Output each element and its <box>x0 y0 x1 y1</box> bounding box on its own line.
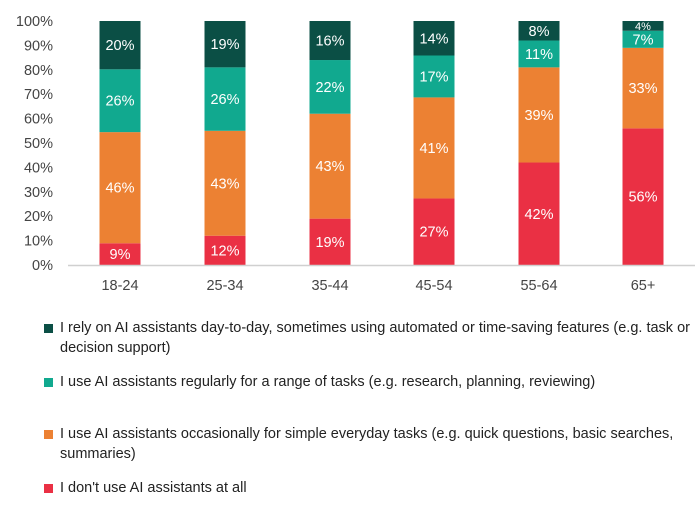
y-tick-label: 30% <box>24 185 53 201</box>
data-label: 7% <box>633 32 654 48</box>
bar-segment <box>309 21 351 61</box>
legend-label: I don't use AI assistants at all <box>60 480 247 496</box>
data-label: 19% <box>210 37 239 53</box>
bar-segment <box>413 198 455 265</box>
legend-swatch <box>44 324 53 333</box>
y-tick-label: 10% <box>24 234 53 250</box>
bar-segment <box>622 30 664 48</box>
y-tick-label: 80% <box>24 63 53 79</box>
bar-segment <box>622 128 664 265</box>
data-label: 14% <box>419 31 448 47</box>
x-tick-label: 65+ <box>631 278 656 294</box>
data-label: 43% <box>210 176 239 192</box>
data-label: 43% <box>315 159 344 175</box>
legend-swatch <box>44 378 53 387</box>
bar-segment <box>309 218 351 265</box>
data-label: 16% <box>315 34 344 50</box>
bar-segment <box>622 21 664 31</box>
legend-label: I use AI assistants regularly for a rang… <box>60 374 596 390</box>
y-tick-label: 50% <box>24 136 53 152</box>
data-label: 12% <box>210 243 239 259</box>
y-tick-label: 60% <box>24 112 53 128</box>
bar-segment <box>413 55 455 98</box>
legend-label: I rely on AI assistants day-to-day, some… <box>60 320 690 356</box>
legend-swatch <box>44 430 53 439</box>
data-label: 19% <box>315 235 344 251</box>
bar-segment <box>518 162 560 265</box>
data-label: 46% <box>105 181 134 197</box>
bar-segment <box>518 40 560 68</box>
data-label: 22% <box>315 80 344 96</box>
data-label: 27% <box>419 225 448 241</box>
legend-item-occasional: I use AI assistants occasionally for sim… <box>44 424 694 464</box>
data-label: 41% <box>419 141 448 157</box>
data-label: 33% <box>628 81 657 97</box>
legend-item-regular: I use AI assistants regularly for a rang… <box>44 372 694 392</box>
bar-segment <box>204 130 246 236</box>
bar-segment <box>309 60 351 114</box>
y-tick-label: 100% <box>16 14 53 30</box>
x-tick-label: 35-44 <box>311 278 348 294</box>
legend: I rely on AI assistants day-to-day, some… <box>44 318 694 498</box>
bar-segment <box>622 47 664 129</box>
data-label: 20% <box>105 38 134 54</box>
x-tick-label: 18-24 <box>101 278 138 294</box>
bar-segment <box>413 97 455 199</box>
bar-segment <box>204 21 246 68</box>
stacked-bar-chart: 0% 10% 20% 30% 40% 50% 60% 70% 80% 90% 100% 9% 46% 26… <box>16 14 695 294</box>
bar-segment <box>518 21 560 41</box>
bar-segment <box>99 69 141 133</box>
bar-segment <box>204 67 246 131</box>
y-tick-label: 20% <box>24 209 53 225</box>
bar-segment <box>99 132 141 244</box>
data-label: 39% <box>524 108 553 124</box>
y-tick-label: 40% <box>24 160 53 176</box>
legend-label: I use AI assistants occasionally for sim… <box>60 426 674 462</box>
legend-item-daily: I rely on AI assistants day-to-day, some… <box>44 318 694 358</box>
data-label: 26% <box>105 94 134 110</box>
data-label: 26% <box>210 92 239 108</box>
y-tick-label: 0% <box>32 258 53 274</box>
bar-segment <box>413 21 455 56</box>
data-label: 17% <box>419 69 448 85</box>
bar-segment <box>204 235 246 265</box>
y-tick-label: 70% <box>24 87 53 103</box>
data-label: 4% <box>635 21 651 33</box>
data-label: 9% <box>110 247 131 263</box>
bar-segment <box>99 243 141 265</box>
data-label: 8% <box>529 24 550 40</box>
legend-swatch <box>44 484 53 493</box>
data-label: 42% <box>524 207 553 223</box>
data-label: 11% <box>525 47 553 63</box>
y-tick-label: 90% <box>24 38 53 54</box>
x-tick-label: 55-64 <box>520 278 557 294</box>
data-label: 56% <box>628 190 657 206</box>
x-tick-label: 45-54 <box>415 278 452 294</box>
bar-segment <box>309 113 351 219</box>
x-tick-label: 25-34 <box>206 278 243 294</box>
bar-segment <box>99 21 141 70</box>
legend-item-none: I don't use AI assistants at all <box>44 478 694 498</box>
bar-segment <box>518 67 560 163</box>
